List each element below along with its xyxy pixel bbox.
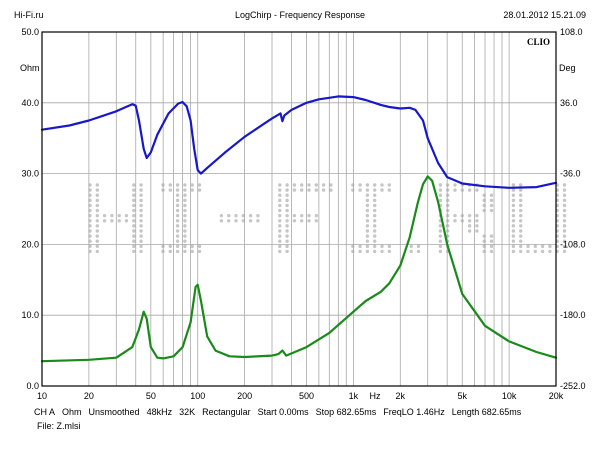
impedance-curve bbox=[40, 95, 558, 189]
x-tick-label: 1k bbox=[349, 391, 359, 401]
chart-title: LogChirp - Frequency Response bbox=[234, 10, 366, 20]
right-tick-label: -180.0 bbox=[560, 310, 586, 320]
x-tick-label: 200 bbox=[237, 391, 252, 401]
right-tick-label: -252.0 bbox=[560, 381, 586, 391]
x-tick-label: 10k bbox=[502, 391, 517, 401]
freqlo-label: FreqLO 1.46Hz bbox=[383, 407, 445, 417]
window-label: Rectangular bbox=[202, 407, 251, 417]
x-tick-label: 500 bbox=[299, 391, 314, 401]
x-tick-label: 50 bbox=[146, 391, 156, 401]
sample-rate-label: 48kHz bbox=[146, 407, 173, 417]
channel-label: CH A bbox=[34, 407, 56, 417]
left-tick-label: 20.0 bbox=[21, 239, 39, 249]
header-timestamp: 28.01.2012 15.21.09 bbox=[503, 10, 586, 20]
clio-brand-label: CLIO bbox=[527, 37, 550, 47]
phase-curve bbox=[40, 175, 558, 363]
x-tick-label: 10 bbox=[37, 391, 47, 401]
measurement-info: CH A Ohm Unsmoothed 48kHz 32K Rectangular Star… bbox=[34, 407, 528, 417]
length-label: Length 682.65ms bbox=[451, 407, 522, 417]
x-tick-label: 2k bbox=[396, 391, 406, 401]
smoothing-label: Unsmoothed bbox=[88, 407, 140, 417]
right-tick-label: -108.0 bbox=[560, 239, 586, 249]
start-label: Start 0.00ms bbox=[257, 407, 309, 417]
left-tick-label: 30.0 bbox=[21, 169, 39, 179]
x-axis-label: Hz bbox=[370, 391, 381, 401]
left-tick-label: 10.0 bbox=[21, 310, 39, 320]
right-axis-unit: Deg bbox=[559, 63, 576, 73]
left-tick-label: 0.0 bbox=[26, 381, 39, 391]
left-tick-label: 50.0 bbox=[21, 27, 39, 37]
header-left: Hi-Fi.ru bbox=[14, 10, 44, 20]
fft-size-label: 32K bbox=[179, 407, 196, 417]
x-tick-label: 20 bbox=[84, 391, 94, 401]
watermark-text bbox=[88, 183, 567, 254]
unit-label: Ohm bbox=[62, 407, 82, 417]
x-tick-label: 5k bbox=[457, 391, 467, 401]
stop-label: Stop 682.65ms bbox=[315, 407, 377, 417]
right-tick-label: 108.0 bbox=[560, 27, 583, 37]
x-tick-label: 20k bbox=[549, 391, 564, 401]
right-tick-label: -36.0 bbox=[560, 169, 581, 179]
left-axis-unit: Ohm bbox=[20, 63, 40, 73]
file-label: File: Z.mlsi bbox=[37, 421, 81, 431]
x-tick-label: 100 bbox=[190, 391, 205, 401]
plot-frame bbox=[41, 31, 557, 387]
left-tick-label: 40.0 bbox=[21, 98, 39, 108]
right-tick-label: 36.0 bbox=[560, 98, 578, 108]
